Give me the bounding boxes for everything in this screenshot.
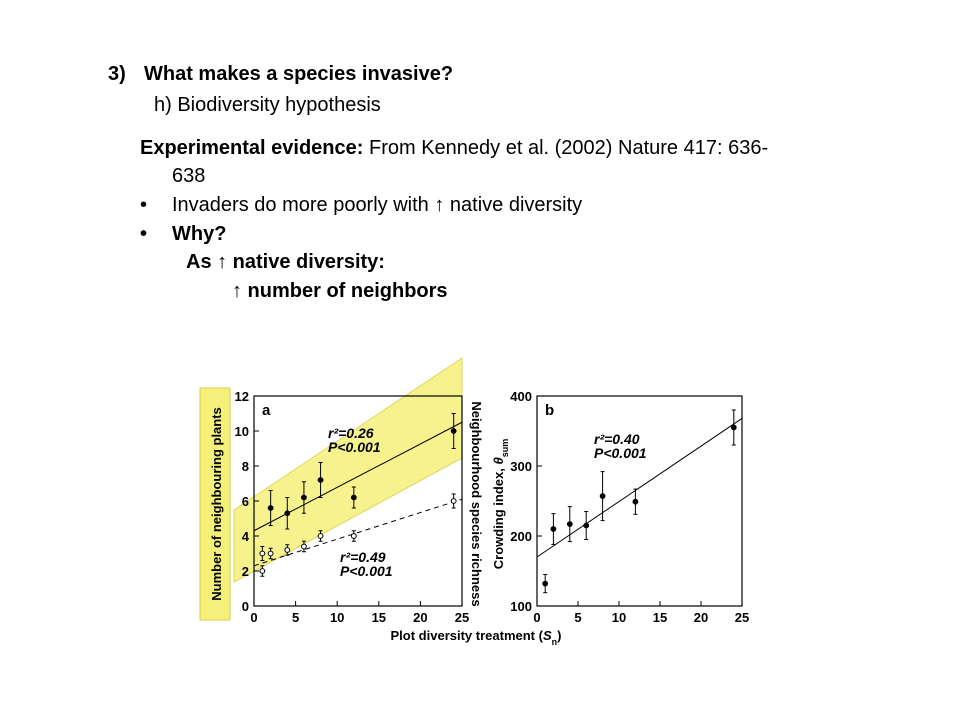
panel-label: b (545, 402, 554, 419)
fit-line (253, 498, 463, 567)
x-tick-label: 10 (612, 610, 626, 625)
slide-title: 3) What makes a species invasive? (108, 63, 453, 86)
y-tick-label: 6 (242, 494, 249, 509)
x-tick-label: 0 (533, 610, 540, 625)
x-tick-label: 20 (694, 610, 708, 625)
y-tick-label: 300 (510, 459, 532, 474)
data-point (542, 580, 549, 587)
y-tick-label: 100 (510, 599, 532, 614)
data-point (450, 428, 457, 434)
data-point (550, 526, 557, 532)
y-axis-label-right: Neighbourhood species richness (469, 401, 484, 606)
stat-r2: r²=0.40 (594, 431, 640, 447)
y-axis-label-left: Number of neighbouring plants (209, 407, 224, 601)
data-point (317, 533, 324, 539)
fit-line (536, 417, 743, 558)
evidence-line: Experimental evidence: From Kennedy et a… (140, 137, 768, 160)
highlight-ylabel-box (199, 387, 231, 621)
stat-p: P<0.001 (328, 439, 381, 455)
x-tick-label: 25 (735, 610, 749, 625)
y-tick-label: 8 (242, 459, 249, 474)
data-point (267, 550, 274, 557)
x-axis-label: Plot diversity treatment (Sn) (391, 628, 562, 647)
data-point (259, 568, 266, 574)
y-tick-label: 12 (235, 389, 249, 404)
x-tick-label: 5 (292, 610, 299, 625)
data-point (583, 522, 590, 529)
x-tick-label: 10 (330, 610, 344, 625)
x-tick-label: 25 (455, 610, 469, 625)
data-point (284, 510, 291, 517)
stat-p: P<0.001 (340, 563, 393, 579)
title-number: 3) (108, 63, 126, 85)
data-point (301, 543, 307, 550)
stat-p: P<0.001 (594, 445, 647, 461)
y-tick-label: 2 (242, 564, 249, 579)
data-point (284, 547, 291, 553)
x-tick-label: 0 (250, 610, 257, 625)
plot-frame (536, 395, 743, 607)
line-number-of-neighbors: ↑ number of neighbors (232, 280, 448, 302)
y-tick-label: 0 (242, 599, 249, 614)
line-native-diversity: As ↑ native diversity: (186, 251, 385, 273)
bullet-text: Invaders do more poorly with ↑ native di… (172, 194, 583, 216)
data-point (259, 550, 266, 557)
y-tick-label: 4 (242, 529, 250, 544)
data-point (730, 424, 737, 431)
data-point (350, 533, 357, 539)
x-tick-label: 15 (372, 610, 386, 625)
panel-label: a (262, 402, 271, 419)
bullet-text: Why? (172, 223, 227, 245)
panel-a: 0 5 10 15 20 25024681012ar²=0.26P<0.001r²=0.4… (209, 389, 561, 647)
y-tick-label: 10 (235, 424, 249, 439)
panel-b: 0 5 10 15 20 25 100 200 300 400 b r²=0.40P<0.001 Cro… (491, 389, 749, 625)
title-text: What makes a species invasive? (144, 63, 454, 85)
y-tick-label: 400 (510, 389, 532, 404)
bullet-marker: • (140, 223, 148, 245)
data-point (566, 521, 573, 528)
y-axis-label: Crowding index, θsum (491, 439, 510, 570)
data-point (350, 494, 357, 501)
x-tick-label: 15 (653, 610, 667, 625)
stat-r2: r²=0.26 (328, 425, 374, 441)
y-tick-label: 200 (510, 529, 532, 544)
data-point (301, 494, 307, 501)
slide-subtitle: h) Biodiversity hypothesis (154, 94, 381, 116)
evidence-text: From Kennedy et al. (2002) Nature 417: 6… (369, 137, 769, 159)
data-point (267, 505, 274, 511)
data-point (450, 498, 457, 504)
kennedy-figure: 0 5 10 15 20 25024681012ar²=0.26P<0.001r²=0.4… (199, 357, 749, 647)
evidence-text-continued: 638 (172, 165, 206, 187)
evidence-label: Experimental evidence: (140, 137, 364, 159)
data-point (599, 493, 606, 500)
data-point (317, 477, 324, 483)
bullet-marker: • (140, 194, 148, 216)
stat-r2: r²=0.49 (340, 549, 386, 565)
x-tick-label: 5 (574, 610, 581, 625)
x-tick-label: 20 (413, 610, 427, 625)
data-point (632, 498, 639, 505)
